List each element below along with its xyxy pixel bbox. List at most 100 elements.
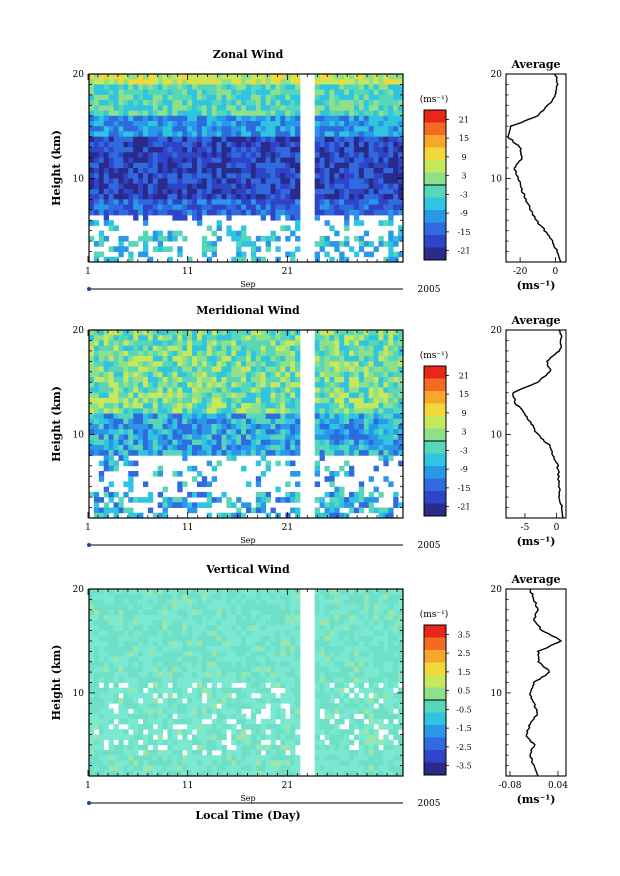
heatmap-cell [378, 450, 384, 456]
heatmap-cell [211, 74, 217, 80]
heatmap-cell [334, 131, 340, 138]
heatmap-cell [319, 335, 325, 341]
heatmap-cell [349, 157, 355, 164]
heatmap-cell [270, 94, 276, 101]
heatmap-cell [103, 387, 110, 394]
heatmap-cell [363, 199, 370, 205]
heatmap-cell [255, 204, 262, 211]
heatmap-cell [344, 84, 350, 91]
heatmap-cell [393, 105, 399, 111]
heatmap-cell [177, 168, 183, 174]
heatmap-cell [89, 418, 95, 425]
heatmap-cell [182, 620, 188, 626]
heatmap-cell [201, 635, 208, 642]
heatmap-cell [373, 188, 379, 195]
heatmap-cell [172, 361, 178, 367]
heatmap-cell [255, 136, 262, 143]
heatmap-cell [182, 141, 188, 148]
heatmap-cell [167, 126, 173, 132]
heatmap-cell [363, 444, 370, 451]
heatmap-cell [128, 366, 134, 373]
profile-x-tick-label: 0 [554, 523, 560, 533]
heatmap-cell [93, 418, 100, 425]
heatmap-cell [142, 350, 149, 357]
heatmap-cell [285, 147, 291, 153]
heatmap-cell [373, 361, 379, 367]
heatmap-cell [152, 173, 159, 179]
heatmap-cell [98, 141, 105, 148]
heatmap-cell [123, 173, 129, 179]
heatmap-cell [89, 444, 95, 451]
heatmap-cell [241, 429, 247, 435]
heatmap-cell [206, 625, 213, 631]
heatmap-cell [246, 335, 252, 341]
heatmap-cell [265, 126, 271, 132]
heatmap-cell [98, 497, 105, 503]
heatmap-cell [147, 335, 154, 341]
heatmap-cell [187, 121, 193, 127]
heatmap-cell [236, 713, 242, 720]
heatmap-cell [133, 361, 139, 367]
heatmap-cell [152, 450, 159, 456]
heatmap-cell [206, 152, 213, 158]
heatmap-cell [275, 350, 281, 357]
heatmap-cell [226, 620, 232, 626]
heatmap-cell [162, 74, 168, 80]
heatmap-cell [201, 450, 208, 456]
heatmap-cell [192, 377, 198, 383]
heatmap-cell [98, 672, 105, 678]
heatmap-cell [275, 178, 281, 185]
heatmap-cell [103, 455, 110, 461]
heatmap-cell [187, 620, 193, 626]
heatmap-cell [314, 147, 320, 153]
heatmap-cell [196, 397, 203, 404]
heatmap-cell [133, 418, 139, 425]
heatmap-cell [103, 760, 110, 767]
heatmap-cell [103, 677, 110, 683]
heatmap-cell [123, 614, 129, 621]
heatmap-cell [172, 366, 178, 373]
heatmap-cell [353, 168, 360, 174]
heatmap-cell [177, 646, 183, 652]
heatmap-cell [103, 604, 110, 611]
heatmap-cell [349, 502, 355, 508]
heatmap-cell [177, 215, 183, 221]
heatmap-cell [255, 168, 262, 174]
heatmap-cell [123, 188, 129, 195]
heatmap-cell [270, 89, 276, 96]
heatmap-cell [339, 345, 345, 352]
heatmap-cell [383, 168, 389, 174]
heatmap-cell [388, 141, 394, 148]
heatmap-cell [226, 121, 232, 127]
heatmap-cell [221, 350, 227, 357]
heatmap-cell [250, 507, 257, 514]
heatmap-cell [103, 734, 110, 741]
heatmap-cell [290, 105, 296, 111]
heatmap-cell [319, 136, 325, 143]
heatmap-cell [388, 215, 394, 221]
heatmap-cell [226, 330, 232, 336]
heatmap-cell [172, 100, 178, 106]
heatmap-cell [319, 157, 325, 164]
heatmap-cell [285, 413, 291, 420]
heatmap-cell [118, 79, 124, 85]
heatmap-cell [167, 209, 173, 216]
heatmap-cell [93, 661, 100, 668]
heatmap-cell [133, 162, 139, 169]
heatmap-cell [108, 729, 114, 735]
heatmap-cell [388, 340, 394, 347]
heatmap-cell [339, 439, 345, 446]
heatmap-cell [295, 194, 301, 200]
heatmap-cell [393, 434, 399, 441]
heatmap-cell [241, 625, 247, 631]
heatmap-cell [236, 604, 242, 611]
heatmap-cell [226, 131, 232, 138]
heatmap-cell [138, 335, 144, 341]
heatmap-cell [103, 698, 110, 704]
heatmap-cell [226, 225, 232, 232]
heatmap-cell [285, 194, 291, 200]
heatmap-cell [201, 335, 208, 341]
heatmap-cell [93, 692, 100, 699]
heatmap-cell [241, 424, 247, 430]
heatmap-cell [147, 625, 154, 631]
